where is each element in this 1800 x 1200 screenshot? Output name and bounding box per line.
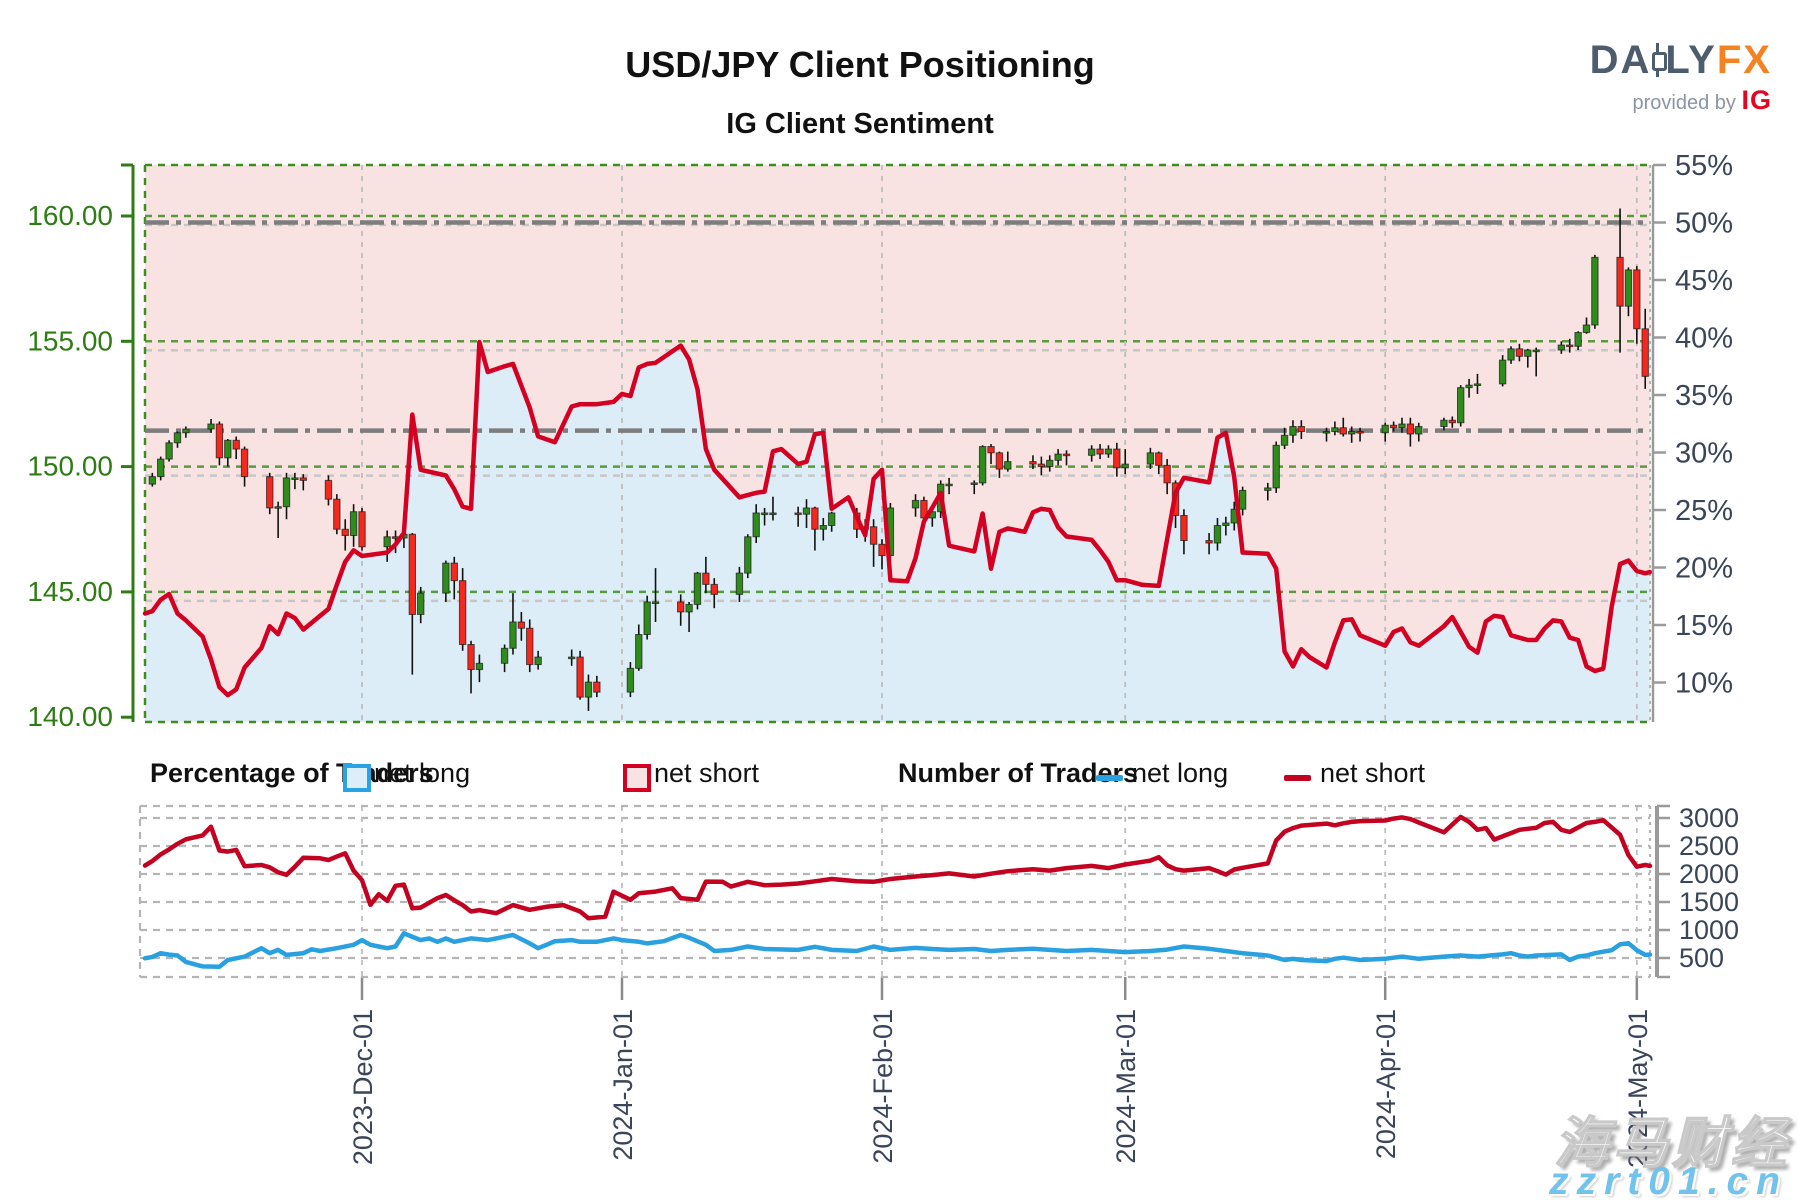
svg-text:2024-Feb-01: 2024-Feb-01	[868, 1009, 898, 1164]
traders-net-short-line	[142, 814, 1653, 921]
svg-text:35%: 35%	[1675, 380, 1733, 412]
svg-text:2500: 2500	[1679, 831, 1739, 861]
svg-text:1500: 1500	[1679, 887, 1739, 917]
svg-text:160.00: 160.00	[27, 200, 113, 231]
svg-text:150.00: 150.00	[27, 451, 113, 482]
legend-num-net-long-label: net long	[1132, 758, 1229, 788]
logo-candlestick-icon	[1651, 43, 1668, 77]
svg-text:2023-Dec-01: 2023-Dec-01	[348, 1009, 378, 1165]
svg-text:145.00: 145.00	[27, 576, 113, 607]
dailyfx-logo-wordmark: DA LYFX	[1590, 38, 1772, 83]
svg-text:30%: 30%	[1675, 438, 1733, 470]
svg-text:20%: 20%	[1675, 553, 1733, 585]
legend-pct-net-long-label: net long	[374, 758, 471, 788]
legend-percentage-title: Percentage of Traders	[150, 758, 434, 788]
dailyfx-logo: DA LYFX provided by IG	[1590, 38, 1772, 116]
svg-text:40%: 40%	[1675, 323, 1733, 355]
lower-gridlines	[138, 804, 1652, 1000]
watermark-text: 海马财经	[1553, 1111, 1790, 1175]
svg-text:50%: 50%	[1675, 208, 1733, 240]
percent-axis: 55% 50% 45% 40% 35% 30% 25% 20% 15% 10%	[1651, 150, 1733, 722]
net-short-swatch-icon	[623, 764, 651, 792]
svg-text:25%: 25%	[1675, 495, 1733, 527]
legend-row: Percentage of Traders net long net short…	[0, 758, 1800, 798]
page-title: USD/JPY Client Positioning	[625, 44, 1095, 85]
sentiment-net-long-line	[142, 339, 1653, 698]
svg-text:140.00: 140.00	[27, 701, 113, 732]
svg-text:2000: 2000	[1679, 859, 1739, 889]
ig-logo: IG	[1741, 85, 1772, 115]
svg-text:500: 500	[1679, 943, 1724, 973]
net-short-line-icon	[1284, 775, 1311, 781]
net-long-line-icon	[1096, 775, 1123, 781]
legend-num-net-short-label: net short	[1320, 758, 1426, 788]
chart-subtitle: IG Client Sentiment	[726, 108, 994, 140]
svg-text:1000: 1000	[1679, 915, 1739, 945]
watermark-url: zzrt01.cn	[1549, 1160, 1788, 1200]
logo-text-fx: FX	[1716, 38, 1772, 82]
svg-text:15%: 15%	[1675, 610, 1733, 642]
svg-text:55%: 55%	[1675, 150, 1733, 182]
svg-text:45%: 45%	[1675, 265, 1733, 297]
legend-pct-net-short-label: net short	[654, 758, 760, 788]
main-chart: 160.00 155.00 150.00 145.00 140.00 55% 50% 45% 4…	[27, 150, 1733, 732]
logo-text-da: DA	[1589, 38, 1652, 82]
main-gridlines	[143, 163, 1651, 724]
svg-text:3000: 3000	[1679, 803, 1739, 833]
logo-text-ly: LY	[1665, 38, 1717, 82]
price-axis: 160.00 155.00 150.00 145.00 140.00	[27, 163, 135, 732]
svg-text:155.00: 155.00	[27, 325, 113, 356]
legend-number-title: Number of Traders	[898, 758, 1139, 788]
x-axis-labels: 2023-Dec-01 2024-Jan-01 2024-Feb-01 2024-Ma…	[348, 1009, 1653, 1168]
logo-tagline: provided by IG	[1632, 85, 1772, 115]
svg-text:2024-Jan-01: 2024-Jan-01	[608, 1009, 638, 1161]
net-long-swatch-icon	[343, 764, 371, 792]
svg-text:2024-May-01: 2024-May-01	[1623, 1009, 1653, 1168]
svg-text:2024-Mar-01: 2024-Mar-01	[1111, 1009, 1141, 1164]
svg-text:2024-Apr-01: 2024-Apr-01	[1371, 1009, 1401, 1159]
traders-net-long-line	[142, 931, 1653, 969]
svg-text:10%: 10%	[1675, 668, 1733, 700]
